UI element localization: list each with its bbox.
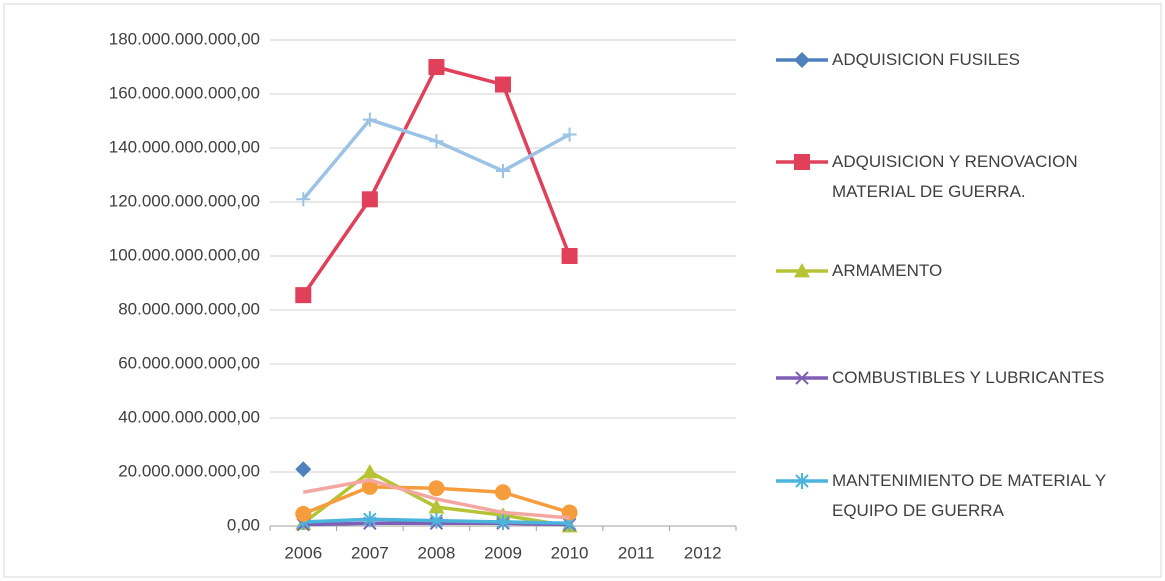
y-tick-label: 180.000.000.000,00 xyxy=(109,29,260,48)
x-tick-label: 2008 xyxy=(418,543,456,562)
data-point xyxy=(295,461,312,478)
y-tick-label: 140.000.000.000,00 xyxy=(109,137,260,156)
legend-marker xyxy=(794,154,810,170)
data-point xyxy=(295,505,312,522)
legend-marker xyxy=(795,473,809,489)
legend-marker xyxy=(795,371,809,385)
y-tick-label: 100.000.000.000,00 xyxy=(109,245,260,264)
chart-border xyxy=(3,3,1162,578)
data-point xyxy=(496,513,510,530)
x-tick-label: 2007 xyxy=(351,543,389,562)
legend-label: ADQUISICION Y RENOVACION MATERIAL DE GUE… xyxy=(832,152,1078,201)
data-point xyxy=(363,511,377,528)
data-point xyxy=(296,192,311,207)
series-line xyxy=(302,478,570,520)
legend-label: ADQUISICION FUSILES xyxy=(832,50,1020,69)
data-point xyxy=(428,480,445,497)
data-point xyxy=(562,127,577,142)
series-line xyxy=(301,65,572,297)
y-tick-label: 80.000.000.000,00 xyxy=(118,299,260,318)
y-tick-label: 160.000.000.000,00 xyxy=(109,83,260,102)
x-tick-label: 2010 xyxy=(551,543,589,562)
y-tick-label: 20.000.000.000,00 xyxy=(118,461,260,480)
legend-marker xyxy=(794,263,810,278)
data-point xyxy=(362,112,377,127)
legend-label: ARMAMENTO xyxy=(832,261,943,280)
data-point xyxy=(428,499,445,514)
x-tick-label: 2009 xyxy=(484,543,522,562)
data-point xyxy=(295,287,312,304)
y-tick-label: 60.000.000.000,00 xyxy=(118,353,260,372)
data-point xyxy=(495,484,511,501)
data-point xyxy=(429,134,444,149)
x-tick-label: 2011 xyxy=(618,543,655,562)
data-point xyxy=(495,76,511,93)
x-tick-label: 2006 xyxy=(284,543,322,562)
data-point xyxy=(428,59,445,75)
y-tick-label: 120.000.000.000,00 xyxy=(109,191,260,210)
y-tick-label: 0,00 xyxy=(227,515,260,534)
series-line xyxy=(301,117,571,201)
legend-label: COMBUSTIBLES Y LUBRICANTES xyxy=(832,368,1105,387)
data-point xyxy=(561,248,578,264)
legend-marker xyxy=(794,52,810,68)
y-tick-label: 40.000.000.000,00 xyxy=(118,407,260,426)
x-tick-label: 2012 xyxy=(684,543,722,562)
legend-label: MANTENIMIENTO DE MATERIAL Y EQUIPO DE GU… xyxy=(832,471,1106,520)
data-point xyxy=(496,163,510,178)
data-point xyxy=(361,464,378,479)
data-point xyxy=(429,512,444,529)
data-point xyxy=(361,191,378,208)
